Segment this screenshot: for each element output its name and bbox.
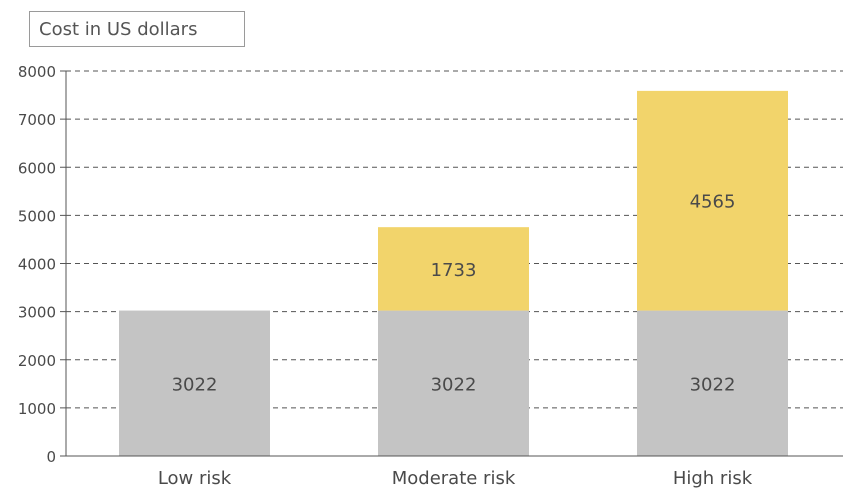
y-tick-label-4000: 4000 xyxy=(18,256,56,274)
x-tick-label-low-risk: Low risk xyxy=(158,468,232,489)
data-label-moderate-risk-segment-2: 1733 xyxy=(431,260,477,281)
axes: 0 1000 2000 3000 4000 5000 6000 7000 8000 Low ris… xyxy=(18,63,843,489)
data-label-moderate-risk-segment-1: 3022 xyxy=(431,374,477,395)
data-labels: 3022 3022 1733 3022 4565 xyxy=(172,192,736,396)
bar-moderate-risk-segment-2 xyxy=(378,227,529,311)
bar-high-risk-segment-1 xyxy=(637,310,788,456)
y-tick-label-0: 0 xyxy=(46,448,56,466)
x-tick-label-moderate-risk: Moderate risk xyxy=(392,468,516,489)
y-axis-unit-label: Cost in US dollars xyxy=(39,19,198,40)
y-axis-unit-label-box: Cost in US dollars xyxy=(29,11,245,47)
y-tick-label-7000: 7000 xyxy=(18,111,56,129)
bar-low-risk-segment-1 xyxy=(119,310,270,456)
data-label-high-risk-segment-2: 4565 xyxy=(690,192,736,213)
y-tick-label-5000: 5000 xyxy=(18,207,56,225)
data-label-high-risk-segment-1: 3022 xyxy=(690,374,736,395)
y-tick-label-6000: 6000 xyxy=(18,159,56,177)
y-tick-label-2000: 2000 xyxy=(18,352,56,370)
y-tick-label-3000: 3000 xyxy=(18,304,56,322)
y-tick-label-8000: 8000 xyxy=(18,63,56,81)
y-tick-label-1000: 1000 xyxy=(18,400,56,418)
x-tick-label-high-risk: High risk xyxy=(673,468,753,489)
data-label-low-risk-segment-1: 3022 xyxy=(172,374,218,395)
bars xyxy=(119,90,788,456)
bar-high-risk-segment-2 xyxy=(637,90,788,311)
bar-moderate-risk-segment-1 xyxy=(378,310,529,456)
